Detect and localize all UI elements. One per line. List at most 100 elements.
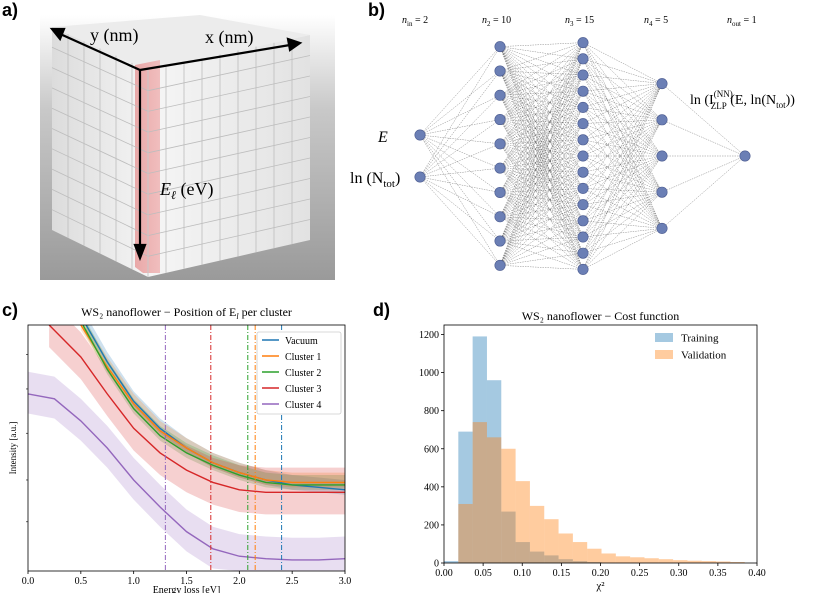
network-edge	[499, 95, 584, 108]
network-edge	[582, 139, 663, 157]
network-edge	[419, 134, 501, 169]
network-edge	[582, 139, 663, 229]
network-edge	[582, 155, 663, 229]
network-edge	[582, 139, 663, 193]
network-edge	[582, 74, 663, 193]
network-edge	[499, 107, 584, 266]
y-tick-label: 1200	[419, 330, 439, 341]
network-node	[494, 211, 506, 223]
network-edge	[419, 70, 501, 136]
input-label-e: E	[377, 129, 388, 146]
network-edge	[582, 155, 663, 254]
network-node	[494, 259, 506, 271]
axis-x-label: x (nm)	[205, 27, 254, 48]
network-edge	[499, 42, 584, 47]
chart-d-xlabel: χ²	[595, 580, 605, 592]
network-edge	[582, 58, 663, 84]
network-edge	[499, 74, 584, 242]
network-edge	[582, 83, 663, 140]
network-edge	[582, 83, 663, 173]
network-edge	[661, 83, 746, 157]
network-edge	[499, 119, 584, 238]
x-tick-label: 1.5	[180, 576, 193, 587]
network-edge	[499, 46, 584, 59]
cube-illustration: y (nm) x (nm) Eℓ (eV)	[40, 15, 335, 280]
network-edge	[582, 119, 663, 140]
network-edge	[499, 168, 584, 221]
network-edge	[499, 139, 584, 217]
network-edge	[499, 204, 584, 242]
network-edge	[582, 107, 663, 120]
network-edge	[582, 119, 663, 173]
network-edge	[499, 74, 584, 193]
network-edge	[499, 91, 584, 144]
network-edge	[499, 188, 584, 193]
network-edge	[499, 91, 584, 96]
x-tick-label: 0.35	[709, 568, 727, 579]
network-node	[414, 129, 426, 141]
network-edge	[582, 228, 663, 238]
histogram-bar	[458, 503, 473, 563]
network-edge	[499, 95, 584, 140]
x-tick-label: 0.0	[22, 576, 35, 587]
series-line	[82, 325, 345, 486]
network-node	[656, 150, 668, 162]
network-edge	[499, 107, 584, 169]
network-edge	[499, 240, 584, 254]
network-edge	[499, 123, 584, 145]
network-edge	[419, 134, 501, 217]
network-edge	[582, 83, 663, 270]
histogram-bar	[486, 437, 502, 563]
network-edge	[499, 216, 584, 238]
network-edge	[499, 155, 584, 169]
network-edge	[499, 95, 584, 173]
histogram-bar	[572, 542, 588, 563]
network-edge	[582, 58, 663, 120]
network-node	[494, 138, 506, 150]
network-edge	[582, 83, 663, 108]
network-node	[494, 235, 506, 247]
network-edge	[419, 134, 501, 193]
network-edge	[499, 70, 584, 221]
network-edge	[582, 155, 663, 205]
network-edge	[499, 119, 584, 124]
network-edge	[499, 91, 584, 266]
network-edge	[582, 74, 663, 84]
series-band	[80, 325, 345, 488]
network-node	[577, 263, 589, 275]
network-edge	[499, 46, 584, 124]
series-line	[48, 325, 345, 493]
network-edge	[499, 172, 584, 266]
network-edge	[499, 70, 584, 76]
network-edge	[582, 220, 663, 229]
network-edge	[419, 176, 501, 242]
network-edge	[499, 143, 584, 221]
network-edge	[499, 58, 584, 169]
network-edge	[499, 155, 584, 217]
histogram-bar	[630, 557, 645, 563]
network-edge	[582, 91, 663, 120]
histogram-bar	[529, 551, 545, 563]
network-edge	[499, 236, 584, 242]
network-edge	[419, 70, 501, 178]
network-edge	[661, 155, 746, 229]
chart-c-xlabel: Energy loss [eV]	[153, 585, 221, 593]
series-band	[49, 325, 345, 515]
y-tick-label: 600	[424, 444, 439, 455]
network-edge	[499, 119, 584, 173]
network-edge	[499, 216, 584, 221]
network-node	[577, 150, 589, 162]
network-edge	[419, 143, 501, 178]
network-edge	[499, 70, 584, 124]
legend-entry: Cluster 1	[285, 352, 321, 363]
network-edge	[419, 46, 501, 136]
cube-top-face	[52, 15, 310, 70]
network-edge	[582, 58, 663, 193]
histogram-bar	[472, 422, 487, 563]
network-edge	[582, 204, 663, 229]
network-node	[494, 41, 506, 53]
network-edge	[499, 188, 584, 242]
histogram-bar	[572, 561, 588, 563]
network-edge	[499, 46, 584, 157]
network-edge	[499, 74, 584, 120]
